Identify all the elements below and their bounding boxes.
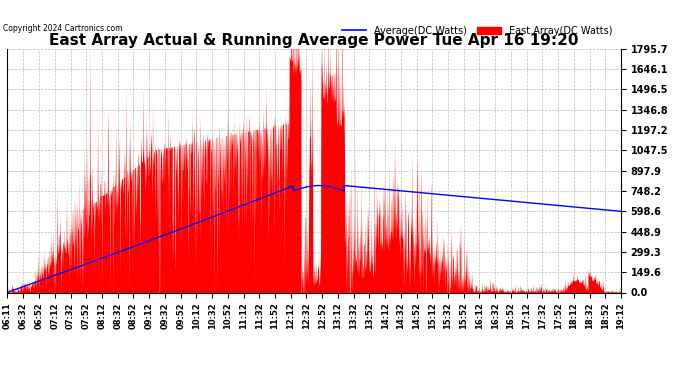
- Text: Copyright 2024 Cartronics.com: Copyright 2024 Cartronics.com: [3, 24, 123, 33]
- Legend: Average(DC Watts), East Array(DC Watts): Average(DC Watts), East Array(DC Watts): [338, 22, 616, 40]
- Title: East Array Actual & Running Average Power Tue Apr 16 19:20: East Array Actual & Running Average Powe…: [49, 33, 579, 48]
